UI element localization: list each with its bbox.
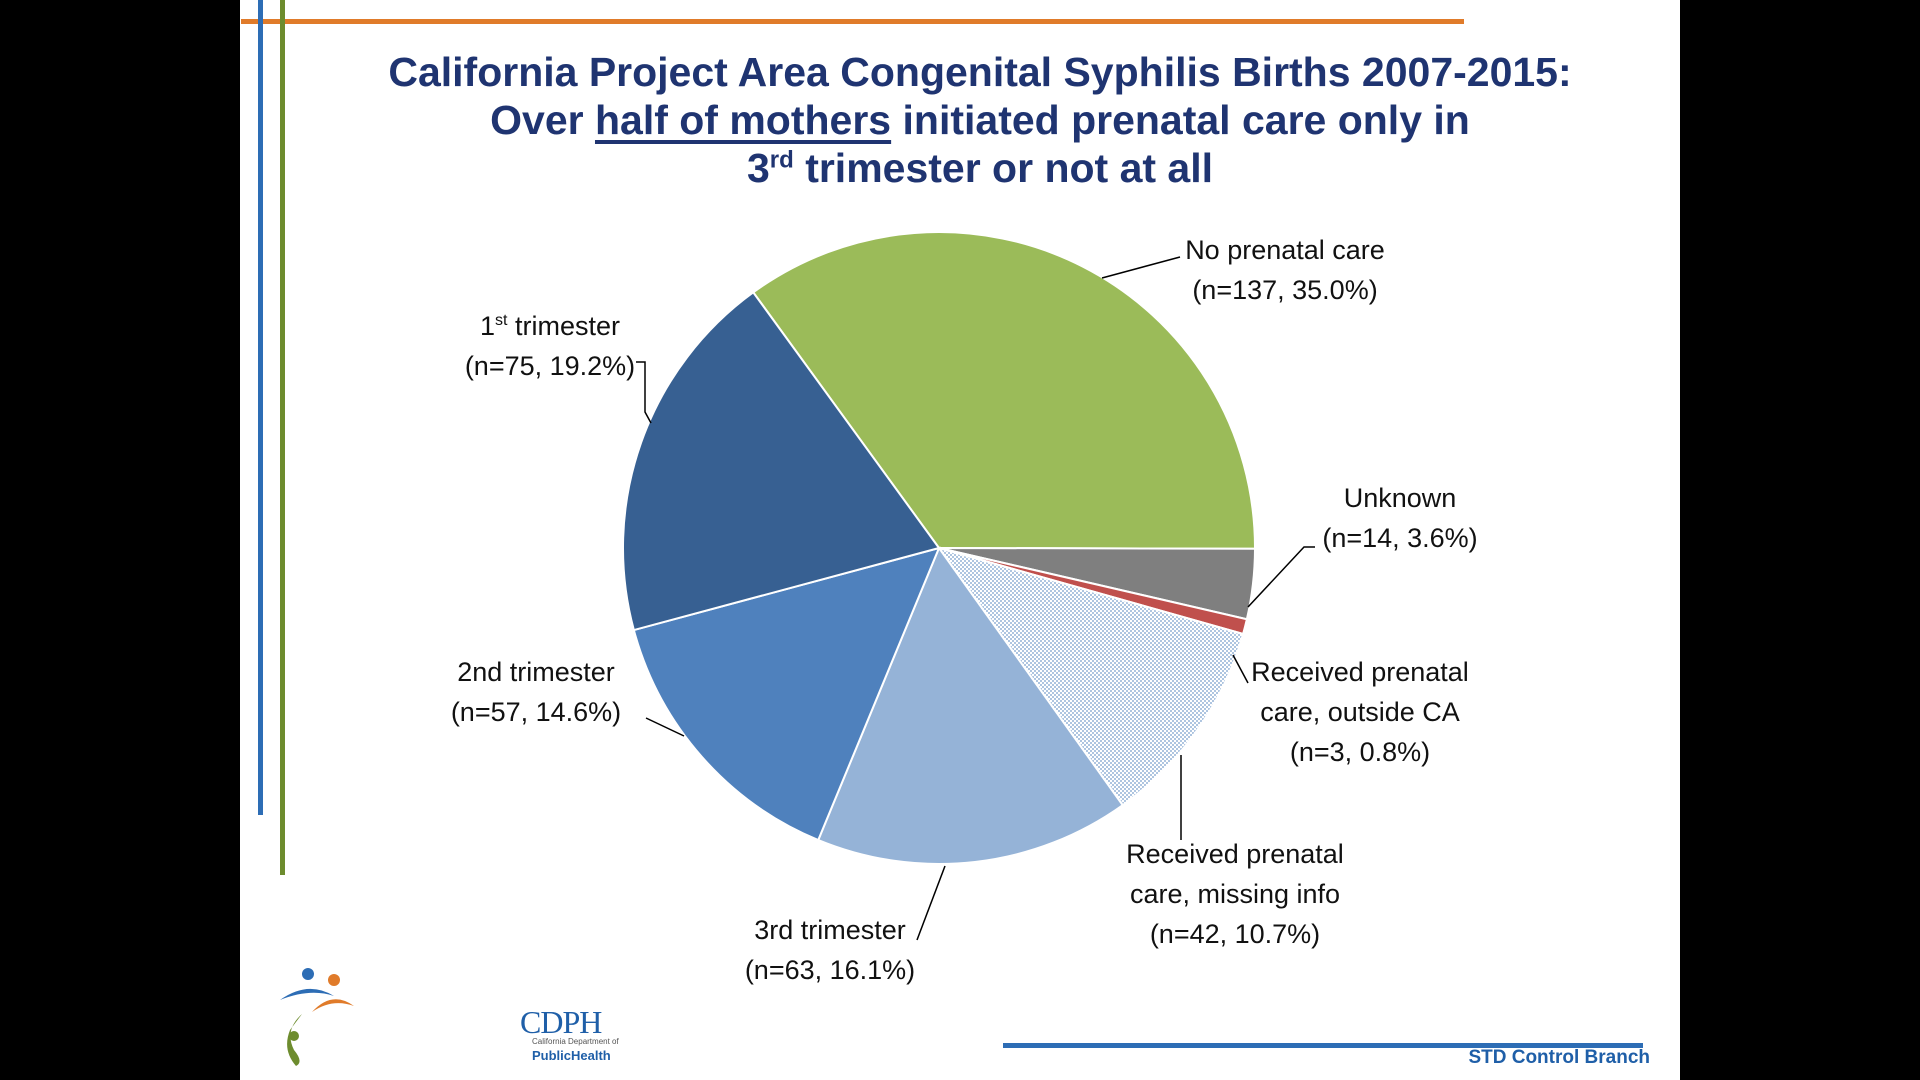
title-line-2: Over half of mothers initiated prenatal … [320, 96, 1640, 144]
logo-subtitle-2: PublicHealth [532, 1048, 611, 1063]
leader-first [636, 361, 652, 424]
label-missing-info-detail: (n=42, 10.7%) [1149, 919, 1321, 949]
left-blue-rule [258, 0, 263, 815]
pie-slice-second [632, 546, 941, 842]
leader-no-care [1101, 256, 1181, 279]
label-unknown: Unknown (n=14, 3.6%) [1300, 478, 1500, 558]
label-second-title: 2nd trimester [457, 657, 615, 687]
label-missing-info-line1: Received prenatal [1126, 839, 1344, 869]
logo-name: CDPH [520, 1004, 602, 1040]
leader-second [645, 717, 685, 737]
title-line-1: California Project Area Congenital Syphi… [388, 49, 1572, 95]
label-third: 3rd trimester (n=63, 16.1%) [720, 910, 940, 990]
pie-chart [622, 231, 1315, 941]
label-third-detail: (n=63, 16.1%) [744, 955, 916, 985]
label-no-care-title: No prenatal care [1185, 235, 1385, 265]
label-outside-ca: Received prenatal care, outside CA (n=3,… [1240, 652, 1480, 772]
label-outside-ca-line1: Received prenatal [1251, 657, 1469, 687]
title-underlined: half of mothers [594, 97, 892, 143]
leader-unknown [1247, 546, 1315, 608]
label-third-title: 3rd trimester [754, 915, 906, 945]
cdph-logo-icon [280, 968, 354, 1066]
slide: California Project Area Congenital Syphi… [240, 0, 1680, 1080]
label-first-num: 1 [480, 311, 496, 341]
label-unknown-title: Unknown [1343, 483, 1457, 513]
footer-branch: STD Control Branch [1468, 1047, 1650, 1068]
pie-slice-no-care [751, 231, 1257, 550]
logo-subtitle: California Department of [532, 1037, 619, 1046]
top-orange-rule [241, 19, 1464, 24]
title-line-3-sup: rd [769, 146, 794, 174]
title-line-3: 3rd trimester or not at all [320, 144, 1640, 192]
label-first-title: 1st trimester [450, 306, 650, 346]
title-line-3-num: 3 [746, 145, 770, 191]
label-missing-info: Received prenatal care, missing info (n=… [1110, 834, 1360, 954]
title-line-2-post: initiated prenatal care only in [891, 97, 1470, 143]
bottom-blue-rule [1003, 1043, 1643, 1048]
leader-outside-ca [1232, 654, 1249, 684]
label-outside-ca-line2: care, outside CA [1260, 697, 1460, 727]
label-second-detail: (n=57, 14.6%) [450, 697, 622, 727]
label-outside-ca-detail: (n=3, 0.8%) [1289, 737, 1431, 767]
label-first-sup: st [495, 312, 508, 329]
label-second: 2nd trimester (n=57, 14.6%) [426, 652, 646, 732]
title-line-2-pre: Over [490, 97, 595, 143]
left-green-rule [280, 0, 285, 875]
label-no-care-detail: (n=137, 35.0%) [1192, 275, 1378, 305]
pie-slice-missing-info [936, 546, 1245, 807]
title-line-3-post: trimester or not at all [793, 145, 1214, 191]
label-first: 1st trimester (n=75, 19.2%) [450, 306, 650, 386]
label-first-post: trimester [507, 311, 620, 341]
leader-third [916, 865, 946, 941]
label-missing-info-line2: care, missing info [1129, 879, 1341, 909]
label-no-care: No prenatal care (n=137, 35.0%) [1160, 230, 1410, 310]
pie-slice-first [622, 290, 941, 632]
pie-slice-third [816, 545, 1125, 865]
slide-title: California Project Area Congenital Syphi… [320, 48, 1640, 192]
label-first-detail: (n=75, 19.2%) [464, 351, 636, 381]
label-unknown-detail: (n=14, 3.6%) [1322, 523, 1478, 553]
